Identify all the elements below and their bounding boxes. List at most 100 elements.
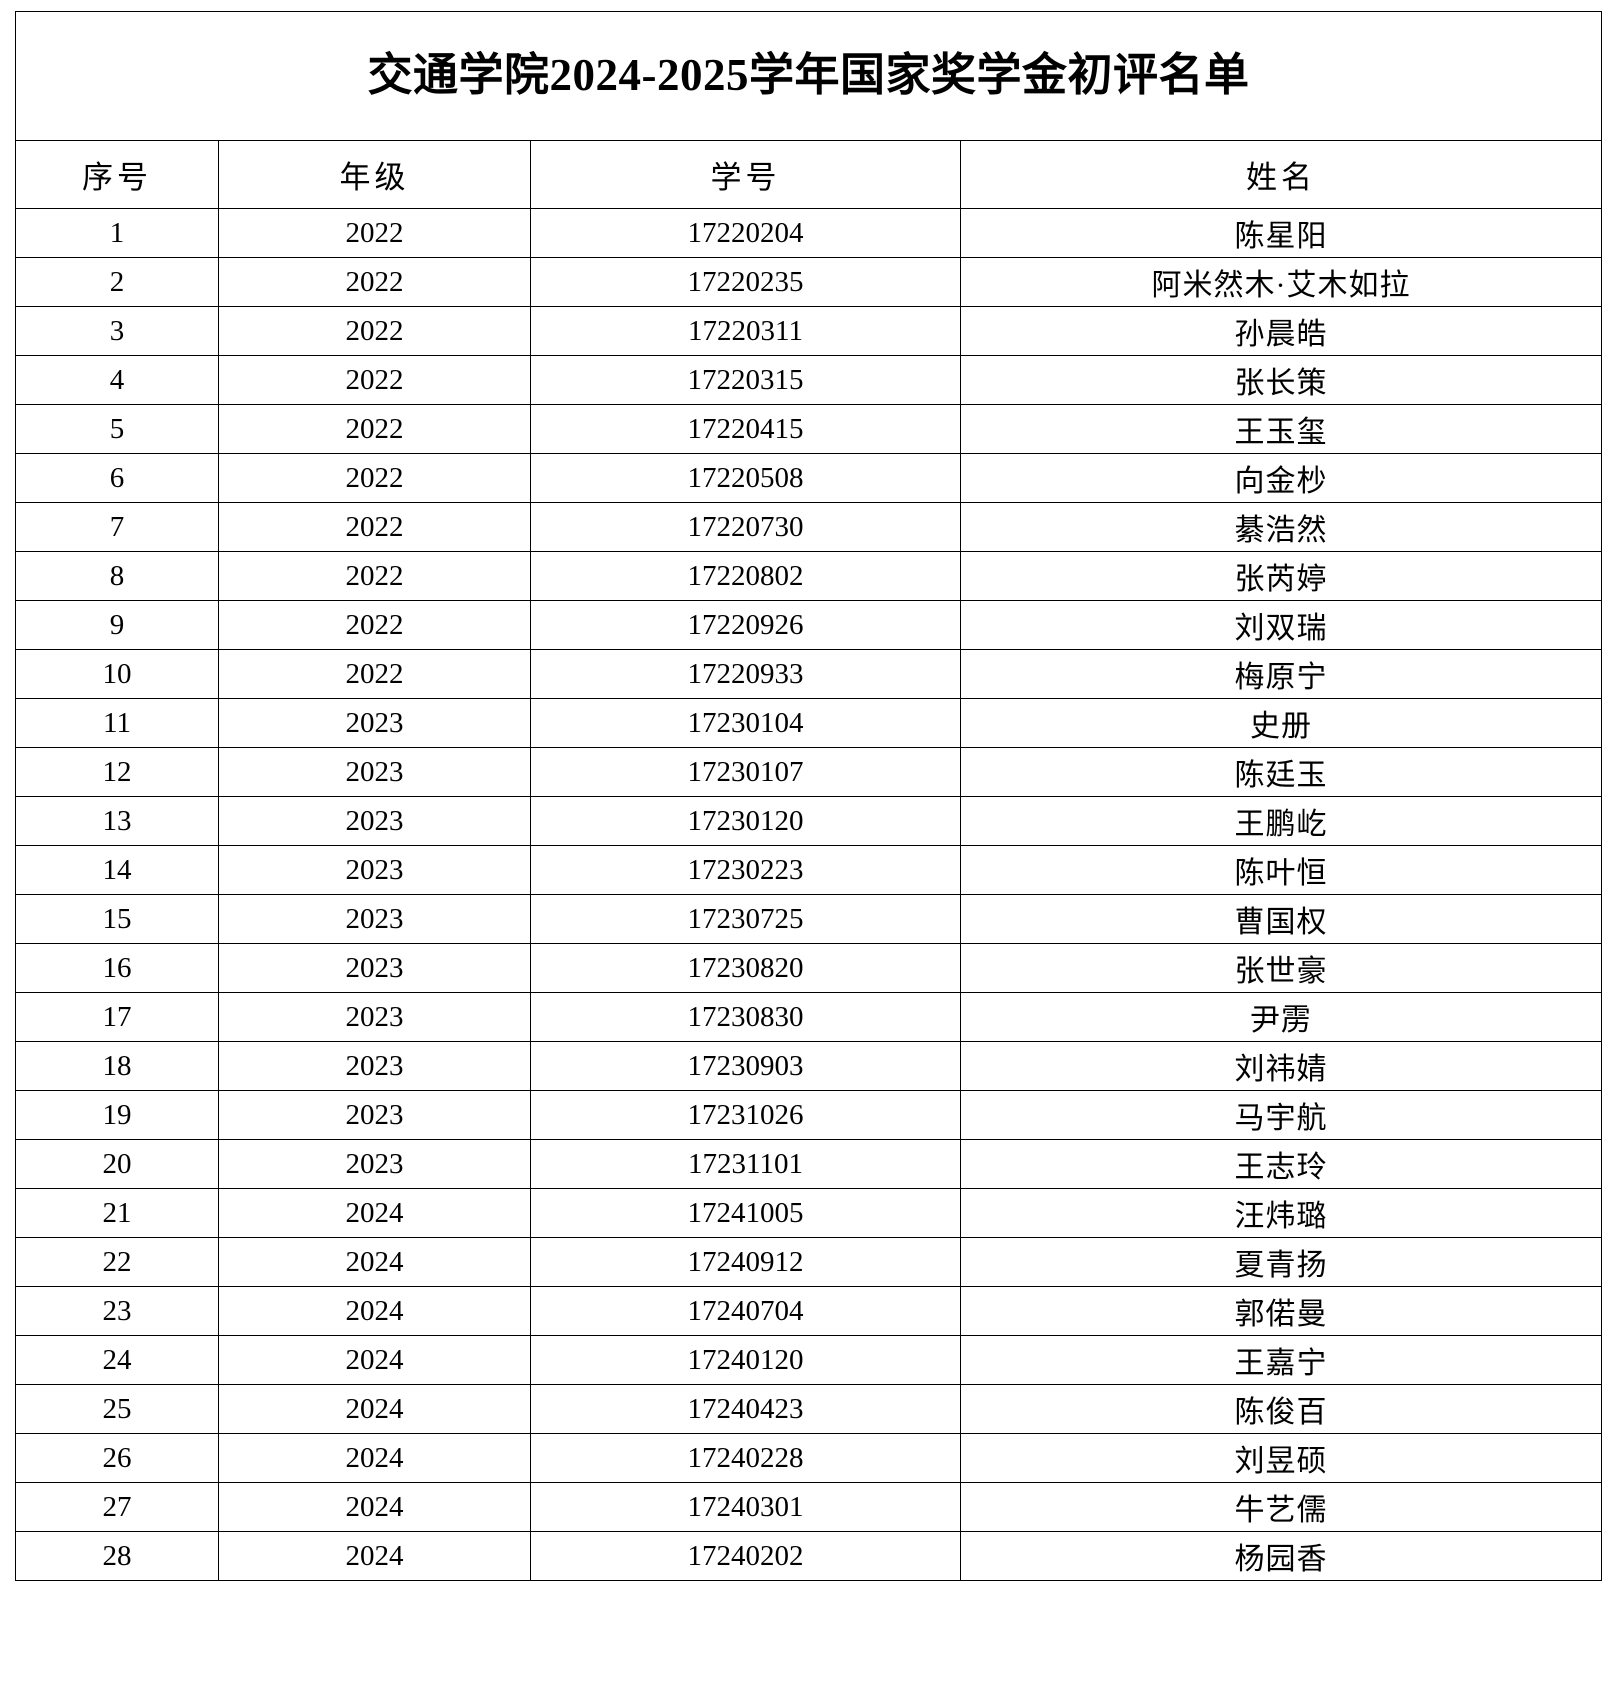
cell-index: 16 [15, 943, 219, 993]
cell-name: 汪炜璐 [960, 1188, 1602, 1238]
cell-grade: 2023 [218, 992, 531, 1042]
cell-index: 12 [15, 747, 219, 797]
cell-student-id: 17220311 [530, 306, 961, 356]
cell-student-id: 17220204 [530, 208, 961, 258]
cell-name: 张芮婷 [960, 551, 1602, 601]
cell-name: 史册 [960, 698, 1602, 748]
table-row: 6 2022 17220508 向金杪 [15, 453, 1602, 503]
table-row: 7 2022 17220730 綦浩然 [15, 502, 1602, 552]
cell-name: 刘双瑞 [960, 600, 1602, 650]
cell-grade: 2024 [218, 1335, 531, 1385]
table-row: 17 2023 17230830 尹雳 [15, 992, 1602, 1042]
cell-index: 3 [15, 306, 219, 356]
table-row: 19 2023 17231026 马宇航 [15, 1090, 1602, 1140]
table-row: 2 2022 17220235 阿米然木·艾木如拉 [15, 257, 1602, 307]
cell-student-id: 17230820 [530, 943, 961, 993]
column-header-grade: 年级 [218, 140, 531, 209]
table-row: 9 2022 17220926 刘双瑞 [15, 600, 1602, 650]
cell-name: 刘昱硕 [960, 1433, 1602, 1483]
cell-grade: 2024 [218, 1237, 531, 1287]
table-row: 24 2024 17240120 王嘉宁 [15, 1335, 1602, 1385]
title-row: 交通学院2024-2025学年国家奖学金初评名单 [15, 11, 1602, 141]
cell-name: 梅原宁 [960, 649, 1602, 699]
table-row: 18 2023 17230903 刘祎婧 [15, 1041, 1602, 1091]
table-row: 16 2023 17230820 张世豪 [15, 943, 1602, 993]
table-row: 3 2022 17220311 孙晨皓 [15, 306, 1602, 356]
cell-grade: 2024 [218, 1384, 531, 1434]
cell-index: 19 [15, 1090, 219, 1140]
table-row: 27 2024 17240301 牛艺儒 [15, 1482, 1602, 1532]
table-row: 15 2023 17230725 曹国权 [15, 894, 1602, 944]
column-header-index: 序号 [15, 140, 219, 209]
cell-index: 8 [15, 551, 219, 601]
cell-index: 24 [15, 1335, 219, 1385]
table-row: 5 2022 17220415 王玉玺 [15, 404, 1602, 454]
table-body: 交通学院2024-2025学年国家奖学金初评名单 序号 年级 学号 姓名 1 20… [15, 11, 1602, 1581]
cell-index: 14 [15, 845, 219, 895]
cell-student-id: 17230120 [530, 796, 961, 846]
cell-index: 17 [15, 992, 219, 1042]
cell-student-id: 17240228 [530, 1433, 961, 1483]
cell-index: 23 [15, 1286, 219, 1336]
table-row: 4 2022 17220315 张长策 [15, 355, 1602, 405]
cell-student-id: 17220933 [530, 649, 961, 699]
cell-grade: 2023 [218, 943, 531, 993]
cell-student-id: 17220415 [530, 404, 961, 454]
cell-index: 28 [15, 1531, 219, 1581]
cell-student-id: 17241005 [530, 1188, 961, 1238]
cell-grade: 2023 [218, 1041, 531, 1091]
table-row: 22 2024 17240912 夏青扬 [15, 1237, 1602, 1287]
header-row: 序号 年级 学号 姓名 [15, 140, 1602, 209]
cell-grade: 2022 [218, 600, 531, 650]
cell-grade: 2023 [218, 845, 531, 895]
cell-student-id: 17240912 [530, 1237, 961, 1287]
cell-name: 陈星阳 [960, 208, 1602, 258]
cell-student-id: 17220508 [530, 453, 961, 503]
cell-grade: 2023 [218, 796, 531, 846]
cell-name: 牛艺儒 [960, 1482, 1602, 1532]
table-row: 12 2023 17230107 陈廷玉 [15, 747, 1602, 797]
table-row: 26 2024 17240228 刘昱硕 [15, 1433, 1602, 1483]
cell-name: 夏青扬 [960, 1237, 1602, 1287]
cell-name: 马宇航 [960, 1090, 1602, 1140]
cell-index: 7 [15, 502, 219, 552]
cell-grade: 2023 [218, 1139, 531, 1189]
cell-student-id: 17240202 [530, 1531, 961, 1581]
cell-grade: 2022 [218, 649, 531, 699]
cell-name: 杨园香 [960, 1531, 1602, 1581]
cell-student-id: 17220730 [530, 502, 961, 552]
cell-grade: 2022 [218, 257, 531, 307]
cell-name: 刘祎婧 [960, 1041, 1602, 1091]
cell-name: 陈廷玉 [960, 747, 1602, 797]
cell-grade: 2022 [218, 306, 531, 356]
table-row: 21 2024 17241005 汪炜璐 [15, 1188, 1602, 1238]
cell-name: 张长策 [960, 355, 1602, 405]
table-row: 20 2023 17231101 王志玲 [15, 1139, 1602, 1189]
cell-index: 20 [15, 1139, 219, 1189]
cell-grade: 2022 [218, 355, 531, 405]
scholarship-roster-table: 交通学院2024-2025学年国家奖学金初评名单 序号 年级 学号 姓名 1 20… [15, 11, 1602, 1581]
page-title: 交通学院2024-2025学年国家奖学金初评名单 [15, 11, 1602, 141]
cell-index: 9 [15, 600, 219, 650]
cell-student-id: 17240120 [530, 1335, 961, 1385]
cell-index: 27 [15, 1482, 219, 1532]
table-row: 11 2023 17230104 史册 [15, 698, 1602, 748]
cell-name: 郭偌曼 [960, 1286, 1602, 1336]
cell-index: 26 [15, 1433, 219, 1483]
table-row: 10 2022 17220933 梅原宁 [15, 649, 1602, 699]
table-row: 28 2024 17240202 杨园香 [15, 1531, 1602, 1581]
cell-student-id: 17230830 [530, 992, 961, 1042]
cell-grade: 2022 [218, 404, 531, 454]
cell-name: 綦浩然 [960, 502, 1602, 552]
table-row: 8 2022 17220802 张芮婷 [15, 551, 1602, 601]
column-header-student-id: 学号 [530, 140, 961, 209]
cell-grade: 2024 [218, 1188, 531, 1238]
cell-student-id: 17240301 [530, 1482, 961, 1532]
cell-index: 22 [15, 1237, 219, 1287]
cell-grade: 2022 [218, 551, 531, 601]
cell-index: 13 [15, 796, 219, 846]
cell-student-id: 17230223 [530, 845, 961, 895]
cell-student-id: 17231026 [530, 1090, 961, 1140]
cell-grade: 2024 [218, 1433, 531, 1483]
cell-index: 18 [15, 1041, 219, 1091]
